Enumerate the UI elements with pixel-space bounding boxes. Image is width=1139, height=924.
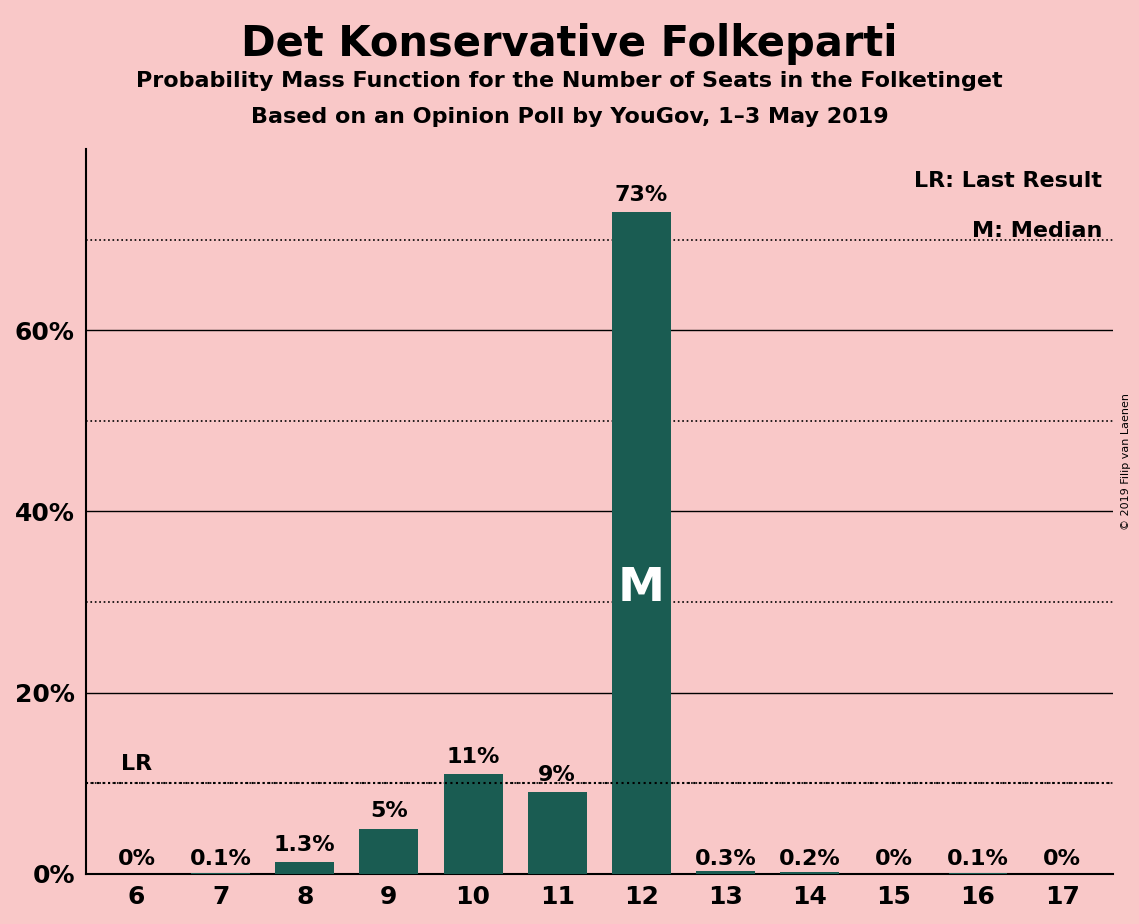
Text: LR: LR [121, 754, 151, 774]
Text: M: M [617, 566, 665, 611]
Text: 0.1%: 0.1% [190, 849, 252, 869]
Bar [443, 774, 502, 874]
Bar [276, 862, 334, 874]
Text: 11%: 11% [446, 747, 500, 767]
Bar [780, 872, 839, 874]
Text: 0.2%: 0.2% [779, 849, 841, 869]
Text: Probability Mass Function for the Number of Seats in the Folketinget: Probability Mass Function for the Number… [137, 71, 1002, 91]
Text: 0%: 0% [1043, 849, 1081, 869]
Bar [696, 871, 755, 874]
Text: LR: Last Result: LR: Last Result [915, 171, 1103, 190]
Bar [360, 829, 418, 874]
Text: 0%: 0% [117, 849, 156, 869]
Text: 9%: 9% [539, 765, 576, 785]
Text: 0%: 0% [875, 849, 912, 869]
Text: 1.3%: 1.3% [274, 835, 336, 855]
Bar [527, 793, 587, 874]
Text: 73%: 73% [615, 185, 667, 205]
Text: © 2019 Filip van Laenen: © 2019 Filip van Laenen [1121, 394, 1131, 530]
Text: 0.3%: 0.3% [695, 849, 756, 869]
Text: M: Median: M: Median [972, 222, 1103, 241]
Text: 0.1%: 0.1% [947, 849, 1009, 869]
Text: Det Konservative Folkeparti: Det Konservative Folkeparti [241, 23, 898, 65]
Bar [612, 213, 671, 874]
Text: 5%: 5% [370, 801, 408, 821]
Text: Based on an Opinion Poll by YouGov, 1–3 May 2019: Based on an Opinion Poll by YouGov, 1–3 … [251, 107, 888, 128]
